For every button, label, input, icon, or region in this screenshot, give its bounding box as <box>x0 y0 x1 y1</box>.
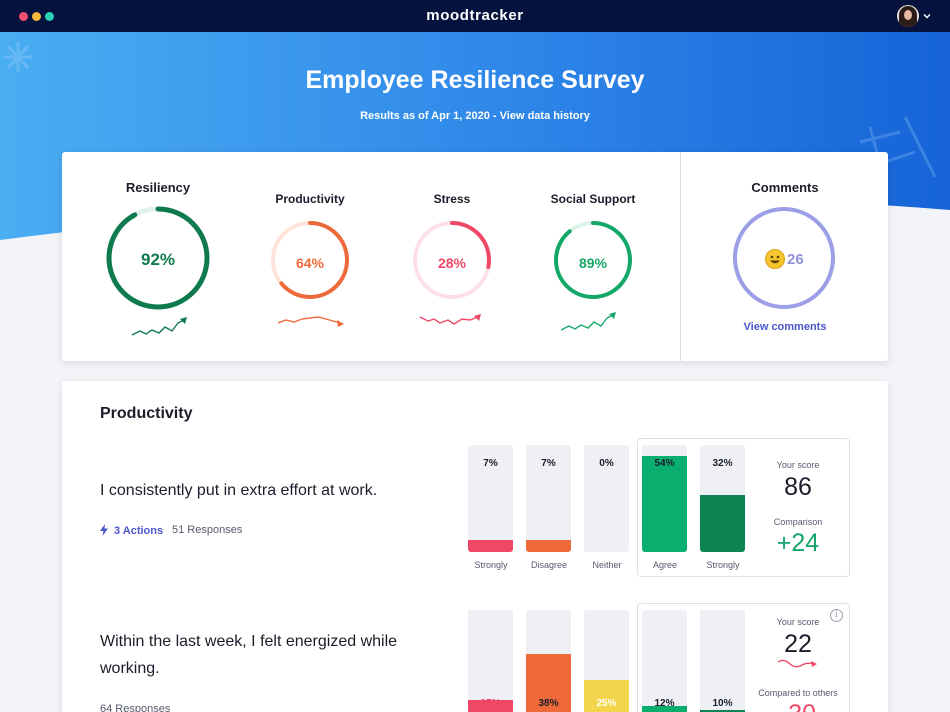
summary-gauges <box>106 206 835 336</box>
metric-label-stress: Stress <box>433 192 471 206</box>
bar-category-label: Disagree <box>530 560 568 570</box>
productivity-section-card: Productivity I consistently put in extra… <box>62 381 888 712</box>
responses-count: 64 Responses <box>100 703 171 712</box>
metric-label-resiliency: Resiliency <box>125 180 191 195</box>
bar-fill <box>526 540 571 552</box>
agree-group-box <box>637 438 850 577</box>
bar-percent-label: 15% <box>480 698 501 709</box>
metric-value-productivity: 64% <box>295 255 325 271</box>
comment-count: 26 <box>787 251 804 268</box>
bar-category-label: Strongly <box>706 560 740 570</box>
comparison-value: -30 <box>763 700 833 712</box>
bar-fill <box>642 706 687 712</box>
bar-category-label: Strongly <box>474 560 508 570</box>
response-bar[interactable] <box>642 610 687 712</box>
bar-fill <box>468 700 513 712</box>
your-score-label: Your score <box>776 460 820 470</box>
bar-fill <box>526 654 571 712</box>
view-data-history-link[interactable]: View data history <box>499 110 590 122</box>
question-text: Within the last week, I felt energized w… <box>100 633 398 677</box>
trend-arrow-icon <box>609 312 616 319</box>
bar-percent-label: 0% <box>599 458 614 469</box>
results-date-text: Results as of Apr 1, 2020 - <box>360 110 500 122</box>
gauge-arc <box>413 221 491 299</box>
gauge-arc <box>271 221 349 299</box>
summary-divider <box>680 152 681 361</box>
metric-label-social-support: Social Support <box>550 192 636 206</box>
avatar[interactable] <box>897 5 919 27</box>
your-score-value: 86 <box>784 473 812 501</box>
response-bar[interactable] <box>700 445 745 552</box>
info-icon[interactable]: i <box>830 609 843 622</box>
agree-group-box <box>637 603 850 712</box>
lightning-bolt-icon <box>100 524 108 536</box>
smiley-emoji-icon <box>765 249 785 269</box>
comparison-value: +24 <box>776 529 820 557</box>
bar-fill <box>584 680 629 712</box>
trend-sparkline <box>131 319 185 336</box>
decorative-asterisk-icon <box>4 42 32 72</box>
trend-arrow-icon <box>180 317 187 324</box>
response-bar[interactable] <box>526 445 571 552</box>
bar-category-label: Neither <box>592 560 622 570</box>
bar-fill <box>700 710 745 712</box>
response-bar[interactable] <box>468 610 513 712</box>
bar-percent-label: 7% <box>541 458 556 469</box>
response-bar[interactable] <box>700 610 745 712</box>
view-comments-link[interactable]: View comments <box>743 321 827 333</box>
trend-sparkline <box>560 314 614 331</box>
title-bar: moodtracker <box>0 0 950 32</box>
trend-arrow-icon <box>337 320 344 327</box>
gauge-arc <box>106 206 210 310</box>
comments-label: Comments <box>751 180 819 195</box>
response-bar[interactable] <box>526 610 571 712</box>
response-bar[interactable] <box>584 445 629 552</box>
bar-percent-label: 38% <box>538 698 559 709</box>
section-title: Productivity <box>100 405 193 422</box>
chevron-down-icon[interactable] <box>923 12 931 20</box>
actions-link[interactable]: 3 Actions <box>100 524 163 537</box>
question-text: I consistently put in extra effort at wo… <box>100 482 378 499</box>
response-bar[interactable] <box>468 445 513 552</box>
bar-fill <box>700 495 745 552</box>
bar-percent-label: 10% <box>712 698 733 709</box>
subtitle: Results as of Apr 1, 2020 - View data hi… <box>0 110 950 122</box>
bar-percent-label: 54% <box>654 458 675 469</box>
bar-fill <box>642 456 687 552</box>
your-score-value: 22 <box>784 630 812 658</box>
page-title: Employee Resilience Survey <box>305 66 645 94</box>
your-score-label: Your score <box>776 617 820 627</box>
bar-percent-label: 25% <box>596 698 617 709</box>
response-bar[interactable] <box>642 445 687 552</box>
trend-down-icon <box>777 659 817 668</box>
trend-sparkline <box>277 316 341 324</box>
metric-label-productivity: Productivity <box>275 192 345 206</box>
trend-sparkline <box>419 316 479 325</box>
gauge-arc <box>554 221 632 299</box>
trend-arrow-icon <box>474 314 481 321</box>
bar-percent-label: 12% <box>654 698 675 709</box>
window-close-button[interactable] <box>19 12 28 21</box>
metric-value-stress: 28% <box>437 255 467 271</box>
comments-ring <box>733 207 835 309</box>
bar-category-label: Agree <box>652 560 678 570</box>
comparison-label: Comparison <box>773 517 823 527</box>
metric-value-resiliency: 92% <box>140 250 176 269</box>
window-minimize-button[interactable] <box>32 12 41 21</box>
compared-to-others-label: Compared to others <box>758 688 838 698</box>
responses-count: 51 Responses <box>172 524 243 536</box>
summary-card: Resiliency 92% Productivity 64% Stress 2… <box>62 152 888 361</box>
window-maximize-button[interactable] <box>45 12 54 21</box>
metric-value-social-support: 89% <box>578 255 608 271</box>
response-bar[interactable] <box>584 610 629 712</box>
bar-percent-label: 32% <box>712 458 733 469</box>
actions-label: 3 Actions <box>114 525 164 537</box>
bar-fill <box>468 540 513 552</box>
app-title: moodtracker <box>426 7 524 24</box>
bar-percent-label: 7% <box>483 458 498 469</box>
